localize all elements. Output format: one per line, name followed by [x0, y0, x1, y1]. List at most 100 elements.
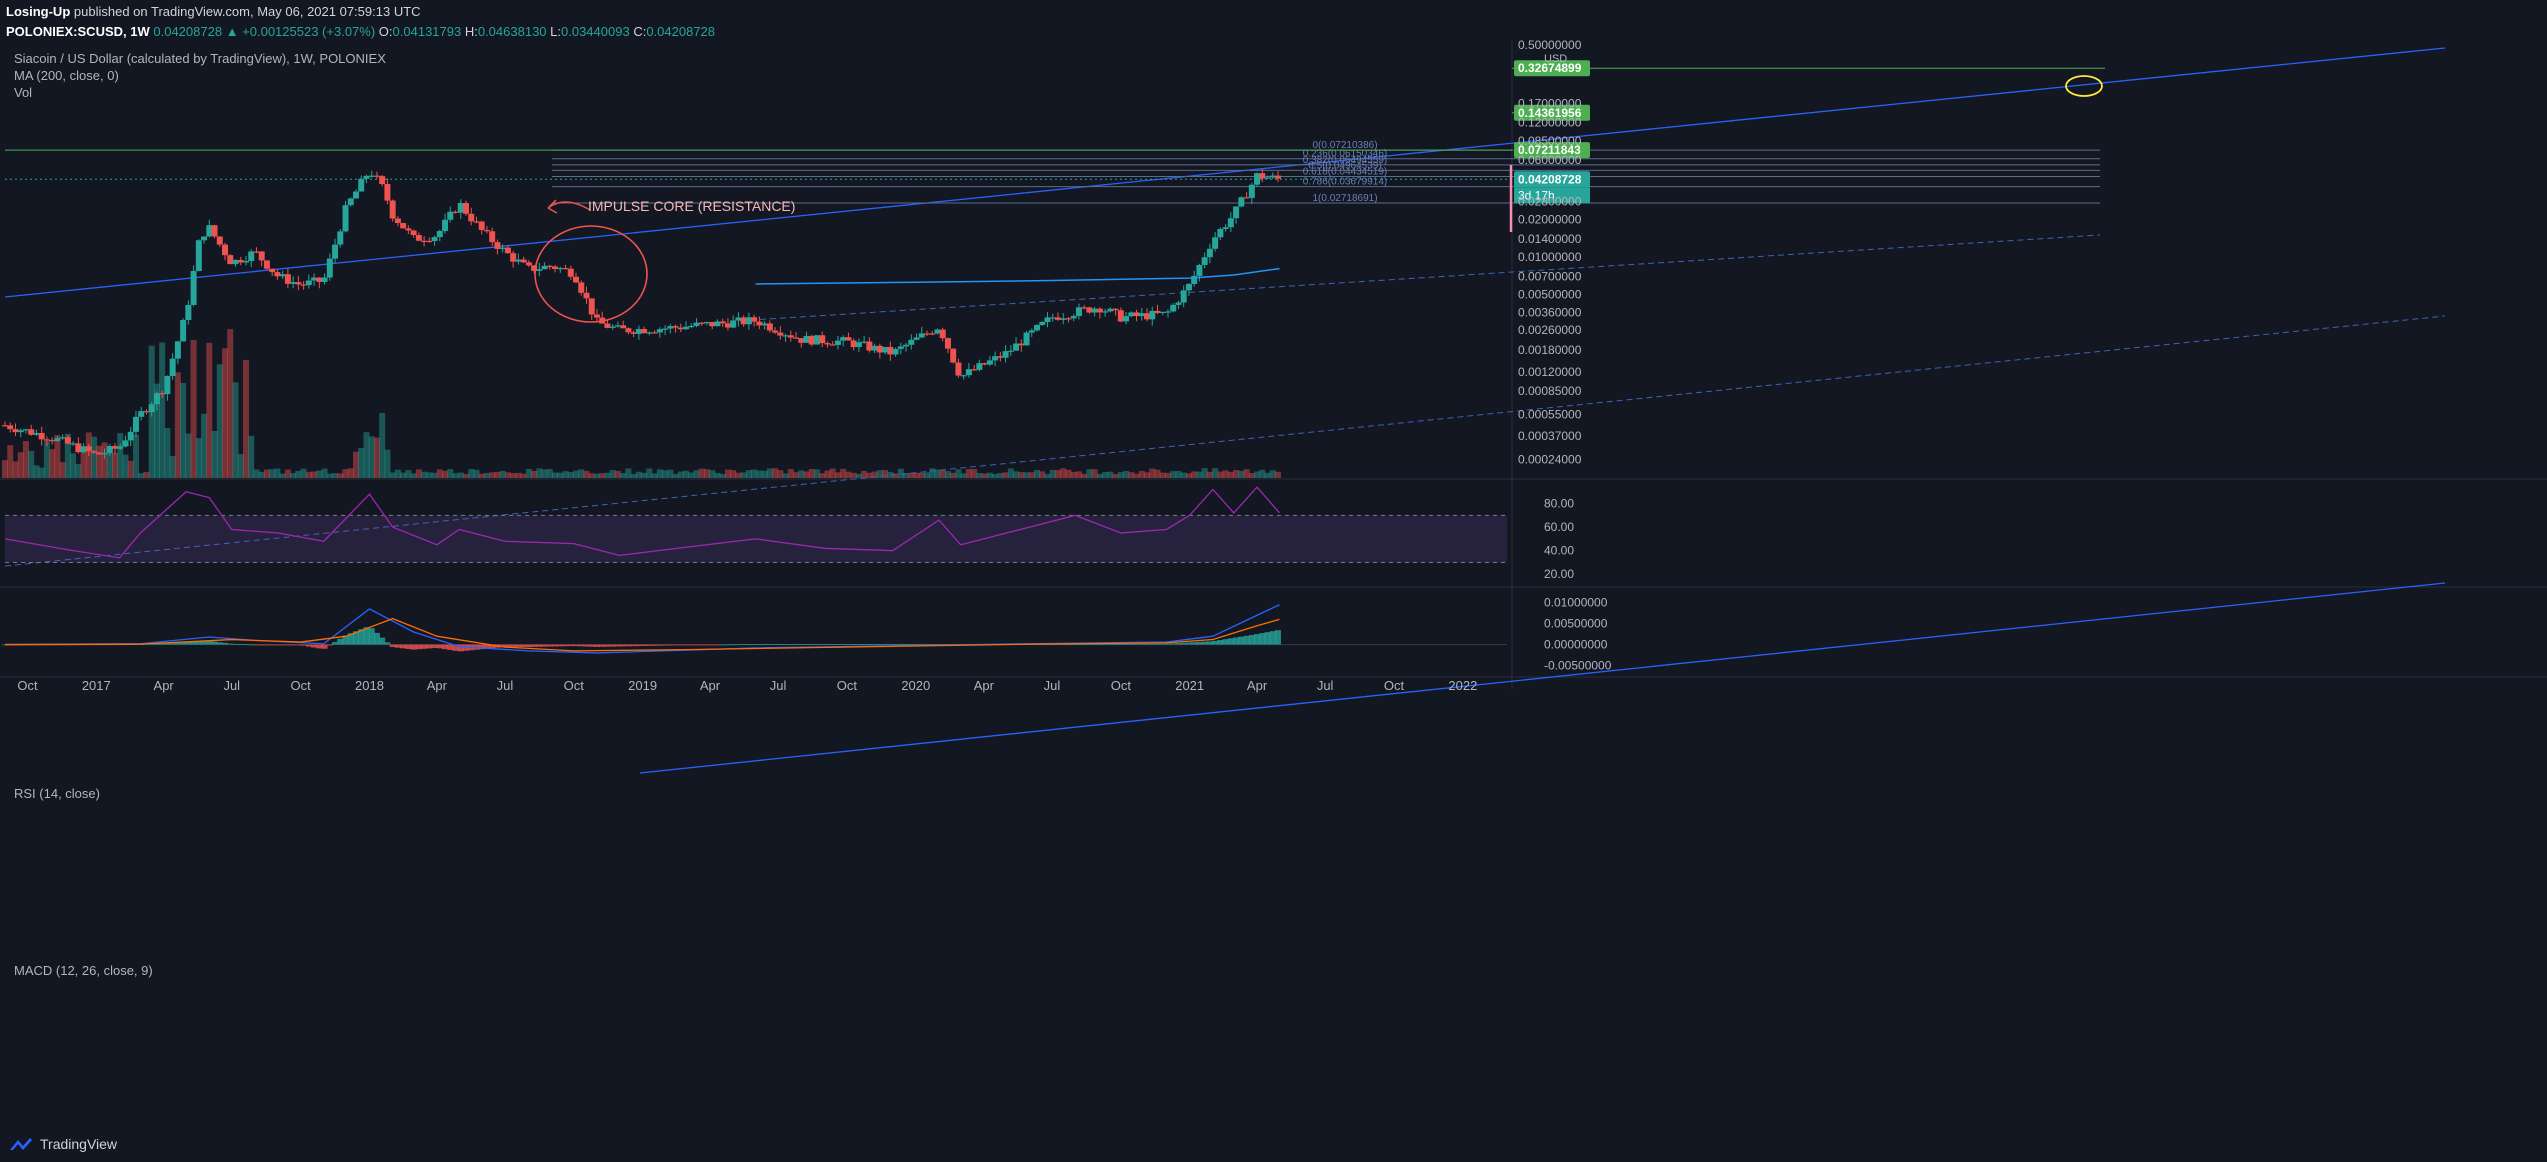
volume-bar — [735, 472, 742, 478]
candle-body — [1217, 229, 1224, 238]
candle-body — [1013, 343, 1020, 351]
macd-histogram-bar — [620, 644, 627, 647]
volume-bar — [410, 473, 417, 478]
candle-body — [992, 356, 999, 361]
candle-body — [761, 323, 768, 326]
volume-bar — [1222, 470, 1229, 478]
volume-bar — [609, 470, 616, 478]
candle-body — [101, 453, 108, 455]
volume-bar — [504, 472, 511, 478]
candle-body — [693, 322, 700, 326]
volume-bar — [782, 473, 789, 478]
volume-bar — [91, 436, 98, 478]
volume-bar — [1107, 471, 1114, 478]
volume-bar — [840, 468, 847, 478]
volume-bar — [1096, 473, 1103, 478]
price-tick-label: 0.00260000 — [1518, 323, 1582, 337]
volume-bar — [400, 472, 407, 478]
macd-histogram-bar — [672, 644, 679, 646]
candle-body — [1248, 184, 1255, 198]
volume-bar — [641, 472, 648, 478]
macd-histogram-bar — [180, 642, 187, 645]
volume-bar — [483, 472, 490, 478]
volume-bar — [693, 470, 700, 478]
candle-body — [284, 274, 291, 284]
macd-histogram-bar — [1274, 630, 1281, 645]
macd-histogram-bar — [552, 644, 559, 647]
candle-body — [824, 343, 831, 345]
volume-bar — [536, 468, 543, 478]
macd-tick-label: 0.00000000 — [1544, 638, 1608, 652]
price-tick-label: 0.00085000 — [1518, 384, 1582, 398]
tradingview-footer[interactable]: TradingView — [8, 1136, 117, 1152]
candle-body — [703, 322, 710, 324]
candle-body — [751, 317, 758, 322]
target-circle-annotation — [2065, 75, 2103, 97]
candle-body — [939, 329, 946, 339]
candle-body — [934, 329, 941, 334]
symbol-name[interactable]: POLONIEX:SCUSD — [6, 24, 124, 39]
open-label: O: — [378, 24, 393, 39]
candle-body — [1222, 227, 1229, 230]
legend-title[interactable]: Siacoin / US Dollar (calculated by Tradi… — [14, 51, 386, 66]
volume-bar — [1075, 471, 1082, 478]
volume-bar — [1013, 471, 1020, 478]
volume-bar — [363, 432, 370, 478]
candle-body — [311, 277, 318, 281]
macd-histogram-bar — [342, 635, 349, 645]
volume-bar — [730, 470, 737, 478]
macd-histogram-bar — [483, 644, 490, 649]
published-info: published on TradingView.com, May 06, 20… — [73, 4, 421, 19]
macd-histogram-bar — [646, 644, 653, 646]
candle-body — [662, 328, 669, 330]
candle-body — [525, 262, 532, 266]
candle-body — [1039, 321, 1046, 325]
volume-bar — [981, 473, 988, 478]
volume-bar — [321, 468, 328, 478]
volume-bar — [824, 470, 831, 478]
volume-bar — [384, 449, 391, 478]
volume-bar — [829, 468, 836, 478]
candle-body — [258, 251, 265, 261]
volume-bar — [12, 461, 19, 478]
candle-body — [384, 184, 391, 201]
macd-histogram-bar — [793, 644, 800, 645]
macd-histogram-bar — [593, 644, 600, 647]
candle-body — [1201, 257, 1208, 265]
candle-body — [908, 339, 915, 345]
candle-body — [887, 346, 894, 355]
candle-body — [106, 446, 113, 454]
rsi-title[interactable]: RSI (14, close) — [14, 786, 100, 801]
legend-vol[interactable]: Vol — [14, 85, 33, 100]
price-tick-label: 0.50000000 — [1518, 38, 1582, 52]
publisher-name[interactable]: Losing-Up — [6, 4, 71, 19]
candle-body — [232, 259, 239, 265]
macd-histogram-bar — [1075, 644, 1082, 645]
candle-body — [1112, 308, 1119, 311]
candle-body — [986, 360, 993, 365]
volume-bar — [389, 472, 396, 478]
volume-bar — [1086, 469, 1093, 478]
rsi-line — [4, 486, 1280, 559]
candle-body — [1259, 173, 1266, 179]
volume-bar — [1117, 472, 1124, 478]
macd-histogram-bar — [478, 644, 485, 650]
macd-histogram-bar — [1102, 643, 1109, 645]
volume-bar — [1212, 468, 1219, 478]
volume-bar — [620, 472, 627, 478]
macd-histogram-bar — [531, 644, 538, 647]
chart-header: Losing-Up published on TradingView.com, … — [6, 4, 715, 39]
legend-ma[interactable]: MA (200, close, 0) — [14, 68, 119, 83]
volume-bar — [373, 437, 380, 478]
macd-histogram-bar — [174, 642, 181, 645]
macd-title[interactable]: MACD (12, 26, close, 9) — [14, 963, 153, 978]
candle-body — [421, 240, 428, 242]
volume-bar — [630, 473, 637, 478]
close-label: C: — [633, 24, 647, 39]
candle-body — [274, 272, 281, 277]
macd-histogram-bar — [242, 644, 249, 646]
candle-body — [855, 342, 862, 348]
candle-body — [981, 363, 988, 365]
price-tag-label: 0.32674899 — [1518, 61, 1582, 75]
